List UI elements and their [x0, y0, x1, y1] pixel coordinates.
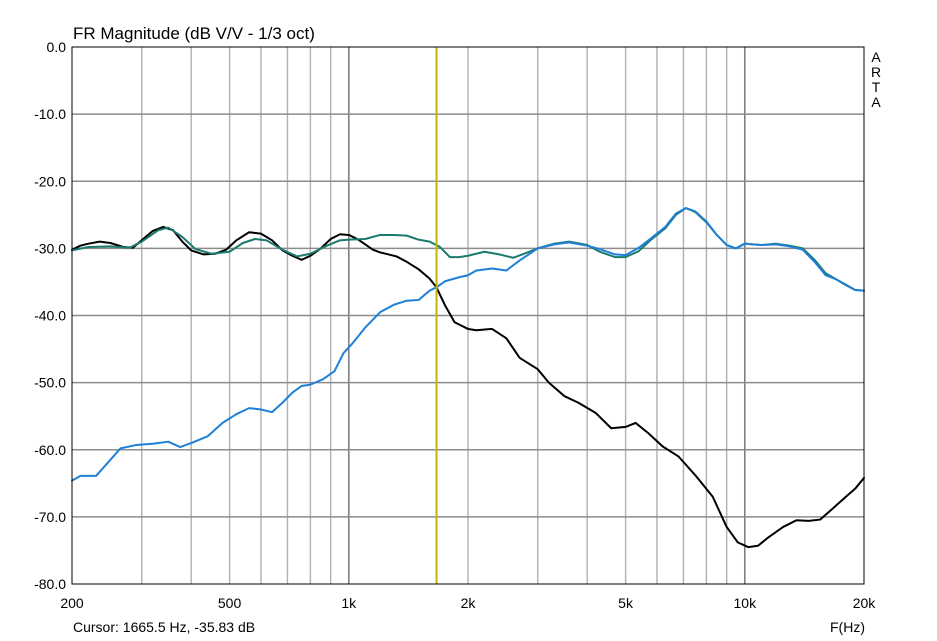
series-line-1 [71, 225, 865, 549]
y-tick-label: -50.0 [34, 375, 66, 391]
y-tick-label: -10.0 [34, 106, 66, 122]
series-layer [71, 207, 865, 549]
y-tick-label: -80.0 [34, 576, 66, 592]
x-tick-label: 10k [734, 595, 758, 611]
series-line-3 [71, 207, 865, 482]
x-tick-label: 200 [60, 595, 84, 611]
y-tick-labels: 0.0 -10.0 -20.0 -30.0 -40.0 -50.0 -60.0 -70.0 -8… [34, 39, 66, 592]
side-label-letter: R [871, 64, 881, 80]
y-tick-label: -40.0 [34, 308, 66, 324]
plot-frame [71, 46, 865, 585]
x-axis-label: F(Hz) [830, 619, 865, 635]
y-tick-label: -30.0 [34, 240, 66, 256]
side-label-letter: A [871, 94, 881, 110]
x-tick-label: 500 [218, 595, 242, 611]
x-tick-label: 1k [341, 595, 357, 611]
side-label-letter: T [872, 79, 881, 95]
grid-lines [72, 47, 864, 584]
side-label-letter: A [871, 49, 881, 65]
x-tick-label: 20k [853, 595, 877, 611]
cursor-readout: Cursor: 1665.5 Hz, -35.83 dB [73, 619, 255, 635]
y-tick-label: -20.0 [34, 173, 66, 189]
y-tick-label: 0.0 [47, 39, 67, 55]
chart-title: FR Magnitude (dB V/V - 1/3 oct) [73, 24, 315, 43]
x-tick-label: 2k [461, 595, 477, 611]
y-tick-label: -70.0 [34, 509, 66, 525]
y-tick-label: -60.0 [34, 442, 66, 458]
x-tick-label: 5k [618, 595, 634, 611]
x-tick-labels: 200 500 1k 2k 5k 10k 20k [60, 595, 876, 611]
